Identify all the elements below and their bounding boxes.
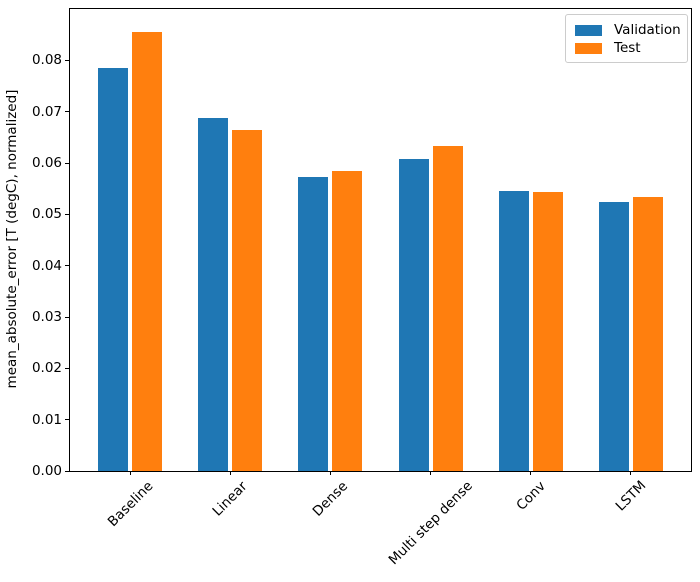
y-tick-mark (65, 316, 69, 318)
x-tick-label-baseline: Baseline (104, 477, 157, 530)
x-tick-mark (129, 471, 131, 475)
y-tick-label: 0.01 (31, 411, 62, 428)
legend-item-validation: Validation (575, 21, 687, 39)
y-tick-label: 0.06 (31, 155, 62, 171)
x-tick-label-multi-step-dense: Multi step dense (385, 478, 476, 569)
bar-baseline-validation (98, 68, 129, 471)
legend-label-validation: Validation (614, 22, 681, 38)
y-tick-mark (65, 470, 69, 472)
bar-lstm-test (632, 196, 663, 471)
bar-dense-test (332, 171, 363, 471)
y-axis-label: mean_absolute_error [T (degC), normalize… (4, 89, 20, 389)
x-tick-label-linear: Linear (209, 478, 251, 519)
x-tick-mark (630, 471, 632, 475)
plot-area: 0.00 0.01 0.02 0.03 0.04 0.05 0.06 0.07 0.08 Base… (32, 8, 692, 568)
y-tick-mark (65, 367, 69, 369)
x-tick-label-dense: Dense (309, 478, 351, 520)
x-tick-label-conv: Conv (513, 477, 549, 514)
y-tick-mark (65, 162, 69, 164)
y-tick-label: 0.08 (31, 52, 62, 69)
y-tick-mark (65, 111, 69, 113)
bar-conv-validation (498, 191, 529, 471)
legend-swatch-validation (575, 24, 602, 36)
y-tick-mark (65, 419, 69, 421)
bar-linear-test (232, 130, 263, 471)
y-tick-label: 0.00 (31, 463, 62, 479)
legend: Validation Test (565, 14, 688, 63)
x-tick-mark (430, 471, 432, 475)
bar-multi-step-dense-validation (398, 158, 429, 471)
x-tick-mark (530, 471, 532, 475)
y-tick-mark (65, 59, 69, 61)
x-tick-mark (329, 471, 331, 475)
y-tick-mark (65, 265, 69, 267)
legend-label-test: Test (614, 40, 641, 56)
bar-lstm-validation (598, 202, 629, 471)
y-tick-label: 0.05 (31, 206, 62, 223)
bar-conv-test (532, 191, 563, 471)
bar-multi-step-dense-test (432, 145, 463, 471)
y-tick-label: 0.07 (31, 103, 62, 120)
y-tick-label: 0.03 (31, 309, 62, 325)
y-tick-label: 0.02 (31, 360, 62, 377)
legend-item-test: Test (575, 39, 687, 57)
x-tick-label-lstm: LSTM (612, 477, 650, 515)
bar-dense-validation (298, 176, 329, 471)
x-tick-mark (229, 471, 231, 475)
legend-swatch-test (575, 42, 602, 54)
y-tick-mark (65, 213, 69, 215)
bar-baseline-test (132, 32, 163, 471)
y-tick-label: 0.04 (31, 257, 62, 274)
bar-linear-validation (198, 118, 229, 471)
